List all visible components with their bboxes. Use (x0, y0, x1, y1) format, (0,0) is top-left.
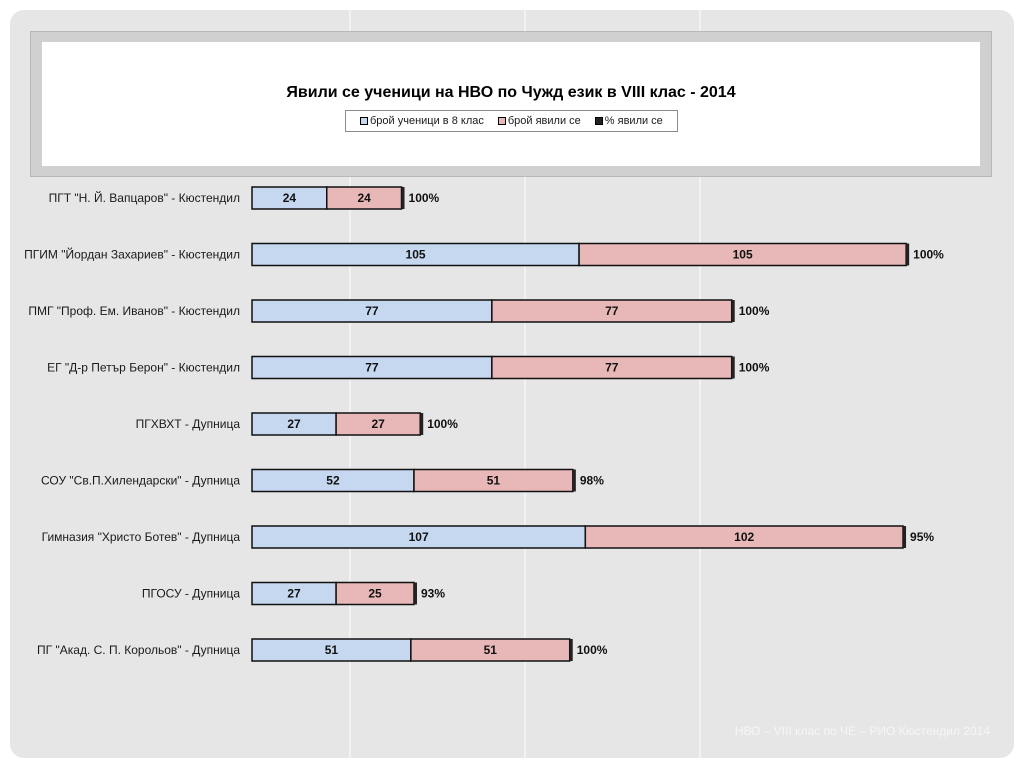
footer-text: НВО – VIII клас по ЧЕ – РИО Кюстендил 20… (734, 724, 990, 738)
chart-header: Явили се ученици на НВО по Чужд език в V… (42, 42, 980, 166)
data-label-percent: 98% (580, 474, 604, 488)
bar-percent (569, 639, 573, 661)
legend: брой ученици в 8 клас брой явили се % яв… (345, 110, 678, 132)
data-label-percent: 100% (739, 361, 770, 375)
category-label: ПГХВХТ - Дупница (136, 417, 241, 431)
data-label-students: 52 (326, 474, 340, 488)
bar-percent (906, 243, 910, 266)
data-label-percent: 95% (910, 530, 934, 544)
data-label-percent: 100% (913, 248, 944, 262)
data-label-students: 51 (325, 643, 339, 657)
legend-label-students: брой ученици в 8 клас (370, 115, 484, 127)
legend-swatch-attended (497, 117, 506, 125)
legend-label-attended: брой явили се (507, 115, 581, 127)
data-label-attended: 51 (484, 643, 498, 657)
data-label-attended: 51 (487, 474, 501, 488)
data-label-percent: 93% (421, 587, 445, 601)
data-label-percent: 100% (577, 643, 608, 657)
data-label-students: 24 (283, 191, 297, 205)
data-label-attended: 77 (605, 304, 619, 318)
category-label: ПМГ "Проф. Ем. Иванов" - Кюстендил (28, 304, 240, 318)
data-label-students: 107 (409, 530, 429, 544)
chart-title: Явили се ученици на НВО по Чужд език в V… (286, 84, 736, 101)
category-label: СОУ "Св.П.Хилендарски" - Дупница (41, 474, 240, 488)
data-label-attended: 105 (733, 248, 753, 262)
category-label: ЕГ "Д-р Петър Берон" - Кюстендил (47, 361, 240, 375)
category-label: Гимназия "Христо Ботев" - Дупница (42, 530, 241, 544)
data-label-attended: 77 (605, 361, 619, 375)
data-label-attended: 25 (368, 587, 382, 601)
data-label-percent: 100% (739, 304, 770, 318)
category-label: ПГ "Акад. С. П. Корольов" - Дупница (37, 643, 240, 657)
legend-item-percent: % явили се (594, 115, 663, 127)
data-label-attended: 27 (371, 417, 385, 431)
category-label: ПГИМ "Йордан Захариев" - Кюстендил (24, 247, 240, 262)
data-label-students: 105 (406, 248, 426, 262)
bar-percent (731, 300, 735, 322)
data-label-students: 77 (365, 361, 379, 375)
bar-percent (420, 413, 424, 435)
data-label-students: 27 (287, 587, 301, 601)
legend-label-percent: % явили се (604, 115, 663, 127)
legend-swatch-percent (594, 117, 603, 125)
data-label-percent: 100% (427, 417, 458, 431)
data-label-students: 27 (287, 417, 301, 431)
bar-percent (572, 469, 576, 492)
data-label-attended: 24 (357, 191, 371, 205)
legend-item-attended: брой явили се (497, 115, 581, 127)
data-label-students: 77 (365, 304, 379, 318)
bar-percent (903, 526, 907, 548)
bar-percent (413, 582, 417, 605)
category-label: ПГТ "Н. Й. Вапцаров" - Кюстендил (49, 190, 240, 205)
bar-percent (731, 356, 735, 379)
data-label-attended: 102 (734, 530, 754, 544)
category-label: ПГОСУ - Дупница (142, 587, 240, 601)
legend-swatch-students (360, 117, 368, 125)
bar-percent (401, 187, 405, 209)
data-label-percent: 100% (409, 191, 440, 205)
legend-item-students: брой ученици в 8 клас (360, 115, 484, 127)
